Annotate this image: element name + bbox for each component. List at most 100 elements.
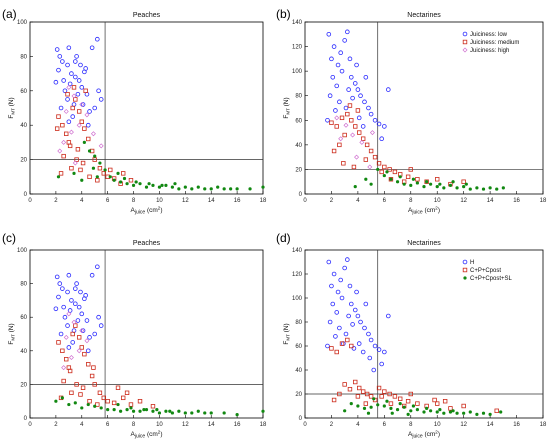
data-point <box>57 281 63 286</box>
data-point <box>448 183 453 187</box>
data-point <box>131 409 136 413</box>
data-point <box>84 318 90 323</box>
y-tick-label: 80 <box>295 320 302 326</box>
data-point <box>357 385 362 391</box>
data-point <box>353 379 358 385</box>
data-point <box>355 87 361 92</box>
x-tick-label: 12 <box>460 422 467 428</box>
data-point <box>425 406 429 410</box>
data-point <box>69 298 74 303</box>
data-point <box>462 411 466 415</box>
data-point <box>442 186 446 190</box>
data-point <box>101 171 106 176</box>
data-point <box>85 348 91 354</box>
chart-panel-3: (c) Peaches 0 2 4 6 8 10 12 14 16 18 0 20 40 60 80 100 Aju… <box>2 231 267 440</box>
data-point <box>157 411 162 415</box>
data-point <box>65 97 70 102</box>
data-point <box>405 398 411 404</box>
data-point <box>388 177 394 182</box>
data-point <box>343 105 349 111</box>
data-point <box>56 67 61 73</box>
x-tick-label: 6 <box>383 198 387 204</box>
data-point <box>80 328 86 333</box>
x-tick-label: 4 <box>356 422 360 428</box>
data-point <box>183 411 187 415</box>
data-point <box>76 304 82 310</box>
data-point <box>56 175 61 179</box>
y-tick-label: 0 <box>299 416 303 422</box>
data-point <box>397 396 403 401</box>
data-point <box>342 132 347 138</box>
legend: H C+P+Cpost C+P+Cpost+SL <box>462 259 513 282</box>
data-point <box>451 409 455 413</box>
data-point <box>335 62 341 68</box>
data-point <box>71 319 77 325</box>
data-point <box>501 186 505 190</box>
data-point <box>451 180 455 184</box>
data-point <box>65 62 70 68</box>
data-point <box>422 410 426 414</box>
data-point <box>331 44 337 49</box>
data-point <box>97 390 103 395</box>
data-point <box>435 410 439 414</box>
data-point <box>398 402 402 406</box>
data-point <box>389 406 393 410</box>
data-point <box>409 409 413 413</box>
x-tick-label: 12 <box>182 422 189 428</box>
data-point <box>350 95 355 101</box>
data-point <box>342 38 347 43</box>
legend: Juiciness: low Juiciness: medium Juiciness… <box>462 31 519 54</box>
y-axis-label: FMT (N) <box>283 97 291 118</box>
x-tick-label: 8 <box>409 198 413 204</box>
data-point <box>80 160 86 166</box>
data-point <box>356 404 360 408</box>
data-point <box>68 129 74 135</box>
data-point <box>369 182 373 186</box>
data-point <box>402 405 406 409</box>
data-point <box>331 148 337 154</box>
data-point <box>390 411 394 415</box>
data-point <box>385 399 389 403</box>
y-tick-label: 80 <box>295 94 302 100</box>
data-point <box>183 185 187 189</box>
data-point <box>338 277 344 283</box>
data-point <box>376 385 382 391</box>
data-point <box>334 310 340 315</box>
data-point <box>66 45 72 51</box>
data-point <box>160 183 164 187</box>
data-point <box>382 173 386 178</box>
data-point <box>235 187 239 191</box>
data-point <box>366 105 371 111</box>
data-point <box>56 340 61 345</box>
data-point <box>355 108 361 113</box>
data-point <box>429 182 433 186</box>
x-tick-label: 10 <box>156 198 163 204</box>
data-point <box>66 84 72 90</box>
series-4 <box>54 396 265 417</box>
data-point <box>334 83 340 89</box>
plot-frame <box>29 21 264 195</box>
y-tick-label: 40 <box>295 143 302 149</box>
data-point <box>79 311 85 317</box>
data-point <box>387 167 392 172</box>
data-point <box>119 409 123 413</box>
data-point <box>73 401 77 405</box>
series-1 <box>53 264 104 354</box>
data-point <box>356 115 362 121</box>
data-point <box>325 343 330 349</box>
data-point <box>335 289 341 295</box>
data-point <box>164 183 168 187</box>
x-tick-label: 18 <box>260 422 267 428</box>
data-point <box>170 185 174 189</box>
data-point <box>368 111 374 117</box>
data-point <box>83 293 88 298</box>
data-point <box>348 301 354 307</box>
x-tick-label: 8 <box>132 422 136 428</box>
data-point <box>379 361 384 367</box>
data-point <box>337 142 342 148</box>
data-point <box>368 394 374 399</box>
data-point <box>203 187 207 191</box>
y-tick-label: 60 <box>295 344 302 350</box>
data-point <box>121 395 126 401</box>
data-point <box>359 139 365 145</box>
